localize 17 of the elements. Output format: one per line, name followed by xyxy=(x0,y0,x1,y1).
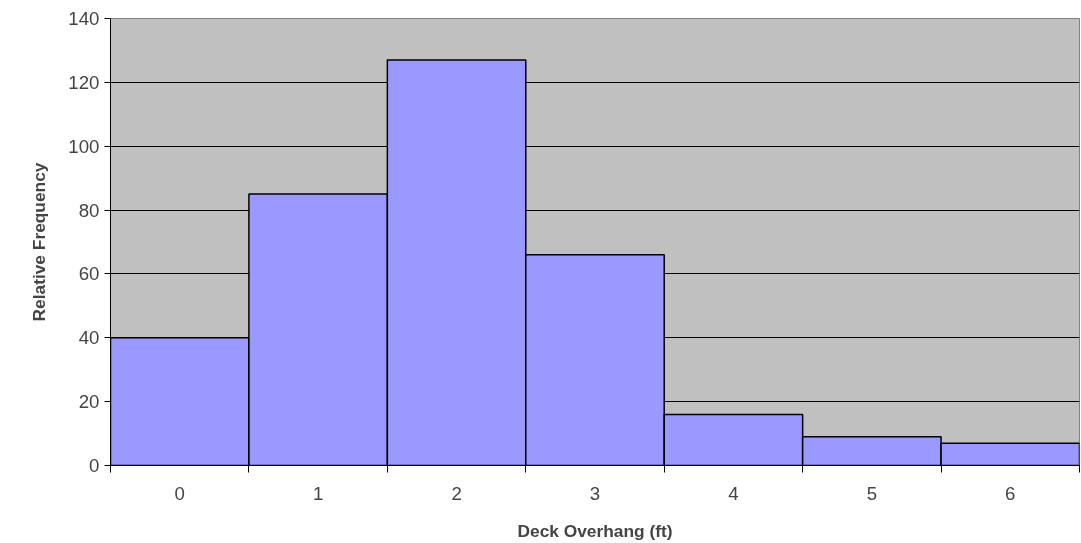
x-tick-label: 5 xyxy=(866,482,878,504)
y-tick-label: 80 xyxy=(78,199,100,221)
y-tick-label: 40 xyxy=(78,327,100,349)
y-tick-label: 140 xyxy=(68,8,100,29)
y-tick-label: 100 xyxy=(68,135,100,157)
x-axis-title: Deck Overhang (ft) xyxy=(517,520,673,541)
y-axis-title: Relative Frequency xyxy=(29,162,50,322)
x-tick-label: 6 xyxy=(1005,482,1016,504)
x-tick-label: 1 xyxy=(312,482,324,504)
x-tick-label: 4 xyxy=(728,482,739,504)
y-tick-label: 60 xyxy=(78,263,100,285)
y-tick-label: 0 xyxy=(89,455,100,476)
x-tick-label: 2 xyxy=(451,482,462,504)
y-tick-label: 120 xyxy=(68,71,100,93)
y-tick-label: 20 xyxy=(78,391,100,413)
x-tick-label: 0 xyxy=(174,482,185,504)
x-tick-label: 3 xyxy=(589,482,601,504)
